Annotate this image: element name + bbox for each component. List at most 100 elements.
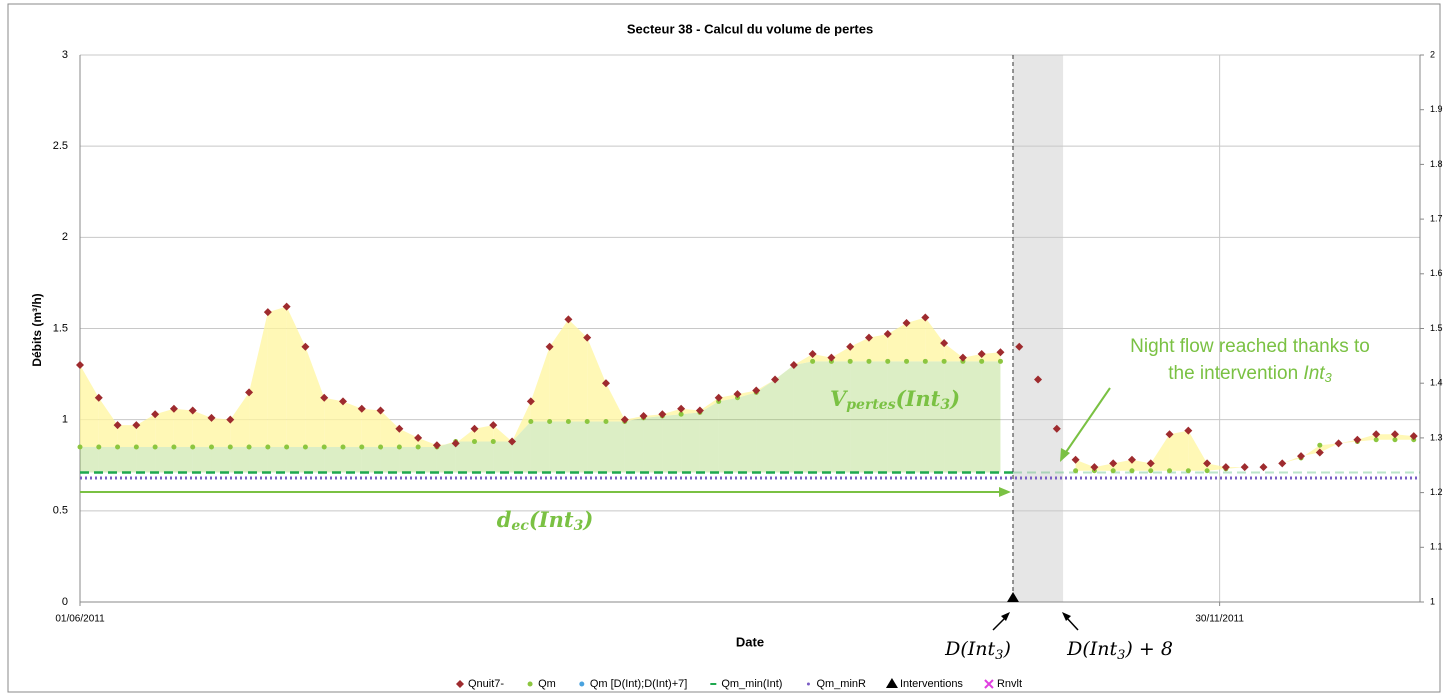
data-point	[885, 358, 891, 364]
excess-area	[587, 337, 606, 422]
excess-area	[1131, 459, 1151, 471]
loss-area	[793, 361, 813, 473]
duration-arrowhead	[998, 487, 1011, 497]
y2-tick-label: 1.1	[1430, 542, 1443, 552]
annotation: D(Int3)	[944, 638, 1011, 663]
legend-label: Qm_minR	[816, 678, 866, 690]
y2-tick-label: 1.4	[1430, 378, 1443, 388]
data-point	[1034, 375, 1043, 384]
annotation-part: d	[497, 507, 512, 532]
loss-area	[249, 447, 268, 473]
data-point	[1240, 463, 1249, 472]
legend-label: Qm	[538, 678, 556, 690]
data-point	[977, 350, 986, 359]
loss-area	[831, 361, 851, 473]
data-point	[302, 444, 308, 450]
data-point	[489, 421, 498, 430]
legend-marker	[984, 679, 994, 689]
excess-area	[530, 346, 550, 422]
data-point	[282, 302, 291, 311]
y-tick-label: 1.5	[53, 322, 68, 334]
data-point	[1006, 592, 1019, 602]
data-point	[227, 444, 233, 450]
data-point	[827, 353, 836, 362]
excess-area	[493, 425, 513, 442]
loss-area	[436, 441, 456, 473]
loss-area	[98, 447, 118, 473]
excess-area	[324, 397, 343, 448]
data-point	[1259, 463, 1268, 472]
data-point	[133, 444, 139, 450]
data-point	[639, 412, 648, 421]
annotation-part: 3	[1117, 648, 1125, 663]
excess-area	[1225, 467, 1245, 469]
excess-area	[211, 417, 231, 448]
data-point	[94, 393, 103, 402]
legend-label: Qnuit7-	[468, 678, 504, 690]
data-point	[77, 444, 83, 450]
loss-area	[267, 447, 287, 473]
excess-area	[361, 408, 381, 448]
annotation-arrowhead	[1001, 612, 1010, 621]
loss-area	[192, 447, 212, 473]
excess-area	[1376, 434, 1395, 440]
loss-area	[342, 447, 362, 473]
loss-area	[699, 401, 719, 473]
legend-item: Qm_min(Int)	[710, 678, 782, 690]
excess-area	[662, 408, 682, 417]
annotation-part: the intervention	[1168, 363, 1303, 384]
annotation: D(Int3) + 8	[1066, 638, 1173, 663]
data-point	[376, 406, 385, 415]
annotation-part: pertes	[846, 397, 895, 413]
loss-area	[399, 447, 419, 473]
data-point	[1167, 468, 1173, 474]
loss-area	[455, 441, 475, 473]
excess-area	[868, 333, 888, 362]
excess-area	[944, 343, 963, 362]
excess-area	[793, 354, 813, 365]
legend-marker	[885, 678, 898, 688]
excess-area	[962, 354, 982, 362]
data-point	[321, 444, 327, 450]
data-point	[921, 313, 930, 322]
annotation-part: ec	[511, 518, 529, 534]
data-point	[96, 444, 102, 450]
excess-area	[455, 428, 475, 444]
loss-area	[925, 361, 945, 473]
data-point	[658, 410, 667, 419]
data-point	[603, 418, 609, 424]
annotation-part: (Int	[896, 386, 941, 411]
data-point	[226, 415, 235, 424]
data-point	[620, 415, 629, 424]
y-tick-label: 0	[62, 596, 68, 608]
loss-area	[906, 361, 926, 473]
data-point	[340, 444, 346, 450]
loss-area	[944, 361, 963, 473]
excess-area	[549, 319, 569, 422]
data-point	[678, 411, 684, 417]
data-point	[470, 424, 479, 433]
excess-area	[850, 337, 869, 362]
data-point	[1373, 437, 1379, 443]
data-point	[1334, 439, 1343, 448]
excess-area	[1113, 459, 1132, 471]
data-point	[207, 413, 216, 422]
annotation: Night flow reached thanks to	[1130, 336, 1370, 357]
y-tick-label: 1	[62, 414, 68, 426]
excess-area	[812, 354, 832, 362]
excess-area	[305, 346, 325, 448]
loss-area	[981, 361, 1001, 473]
loss-area	[136, 447, 156, 473]
annotation-arrowhead	[1060, 448, 1070, 462]
loss-area	[155, 447, 174, 473]
data-point	[902, 319, 911, 328]
data-point	[808, 350, 817, 359]
data-point	[940, 339, 949, 348]
x-tick-label: 01/06/2011	[55, 614, 105, 625]
data-point	[414, 433, 423, 442]
data-point	[1409, 432, 1418, 441]
excess-area	[1394, 434, 1414, 440]
loss-area	[418, 447, 437, 473]
data-point	[395, 424, 404, 433]
data-point	[997, 358, 1003, 364]
